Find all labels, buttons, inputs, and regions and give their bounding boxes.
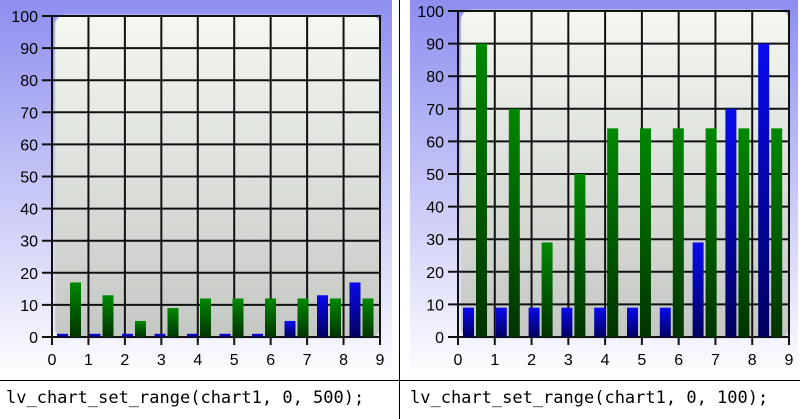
y-tick-label: 30 [20, 234, 38, 251]
x-tick-label: 1 [84, 352, 93, 369]
bar-series-2 [771, 128, 783, 337]
y-tick-label: 30 [426, 232, 444, 249]
bar-series-1 [463, 307, 474, 337]
y-tick-label: 70 [426, 102, 444, 119]
bar-series-2 [167, 308, 179, 337]
bar-series-2 [330, 298, 341, 337]
y-tick-label: 60 [20, 137, 38, 154]
chart-panel-right: 0 10 20 30 40 50 60 70 80 90 100 0 1 2 3 4 5 6 7 8 9 [400, 0, 799, 419]
x-tick-label: 4 [601, 352, 610, 369]
x-tick-label: 0 [48, 352, 57, 369]
caption-right: lv_chart_set_range(chart1, 0, 100); [410, 388, 769, 408]
x-tick-label: 9 [376, 352, 385, 369]
bar-series-2 [135, 320, 146, 337]
bar-series-2 [297, 298, 309, 337]
bar-series-1 [349, 282, 361, 337]
bar-series-1 [252, 333, 263, 337]
y-tick-label: 80 [426, 69, 444, 86]
y-tick-label: 100 [11, 9, 38, 26]
bar-series-2 [362, 298, 374, 337]
bar-series-1 [659, 307, 671, 337]
bar-series-1 [528, 307, 540, 337]
y-tick-label: 10 [20, 298, 38, 315]
y-tick-label: 20 [426, 265, 444, 282]
bar-series-2 [640, 128, 651, 337]
bar-series-2 [672, 128, 684, 337]
x-tick-label: 3 [564, 352, 573, 369]
bar-series-2 [574, 174, 586, 337]
bar-series-1 [758, 43, 770, 337]
bar-series-2 [70, 282, 81, 337]
y-tick-label: 90 [20, 41, 38, 58]
bar-chart-right: 0 10 20 30 40 50 60 70 80 90 100 0 1 2 3 4 5 6 7 8 9 [410, 0, 798, 380]
x-tick-label: 3 [157, 352, 166, 369]
x-tick-label: 2 [120, 352, 129, 369]
y-tick-label: 20 [20, 266, 38, 283]
x-tick-label: 2 [527, 352, 536, 369]
y-tick-label: 90 [426, 37, 444, 54]
x-tick-label: 6 [266, 352, 275, 369]
y-tick-label: 70 [20, 105, 38, 122]
bar-series-2 [738, 128, 750, 337]
caption-left: lv_chart_set_range(chart1, 0, 500); [6, 388, 365, 408]
bar-series-2 [607, 128, 619, 337]
bar-series-1 [594, 307, 606, 337]
x-tick-label: 4 [193, 352, 202, 369]
bar-series-1 [219, 333, 231, 337]
x-tick-label: 8 [339, 352, 348, 369]
chart-panel-left: 0 10 20 30 40 50 60 70 80 90 100 0 1 2 3 4 5 6 7 8 9 [0, 0, 399, 419]
bar-series-1 [187, 333, 198, 337]
x-tick-label: 5 [637, 352, 646, 369]
bar-series-1 [725, 108, 737, 337]
x-tick-label: 9 [785, 352, 794, 369]
bar-series-1 [154, 333, 166, 337]
panel-divider [399, 0, 400, 419]
x-tick-label: 7 [711, 352, 720, 369]
y-tick-label: 40 [426, 200, 444, 217]
x-tick-label: 5 [230, 352, 239, 369]
caption-separator [0, 380, 800, 381]
bar-series-2 [508, 108, 520, 337]
y-tick-label: 80 [20, 73, 38, 90]
bar-series-1 [561, 307, 573, 337]
bar-series-2 [705, 128, 717, 337]
bar-series-1 [89, 333, 101, 337]
bar-series-1 [627, 307, 638, 337]
bar-series-2 [476, 43, 487, 337]
y-tick-label: 50 [20, 170, 38, 187]
x-tick-label: 8 [748, 352, 757, 369]
y-tick-label: 0 [435, 330, 444, 347]
bar-series-1 [317, 295, 328, 337]
bar-series-1 [495, 307, 507, 337]
y-tick-label: 0 [29, 330, 38, 347]
x-tick-label: 7 [303, 352, 312, 369]
bar-series-1 [284, 320, 296, 337]
x-tick-label: 0 [454, 352, 463, 369]
bar-series-1 [57, 333, 68, 337]
y-tick-label: 10 [426, 297, 444, 314]
y-tick-label: 40 [20, 202, 38, 219]
y-tick-label: 100 [417, 4, 444, 21]
y-tick-label: 60 [426, 134, 444, 151]
bar-series-2 [232, 298, 244, 337]
bar-series-2 [265, 298, 276, 337]
bar-chart-left: 0 10 20 30 40 50 60 70 80 90 100 0 1 2 3 4 5 6 7 8 9 [0, 0, 392, 380]
bar-series-2 [200, 298, 211, 337]
bar-series-2 [541, 242, 553, 337]
y-tick-label: 50 [426, 167, 444, 184]
bar-series-2 [102, 295, 114, 337]
x-tick-label: 1 [490, 352, 499, 369]
x-tick-label: 6 [674, 352, 683, 369]
bar-series-1 [692, 242, 704, 337]
bar-series-1 [122, 333, 133, 337]
